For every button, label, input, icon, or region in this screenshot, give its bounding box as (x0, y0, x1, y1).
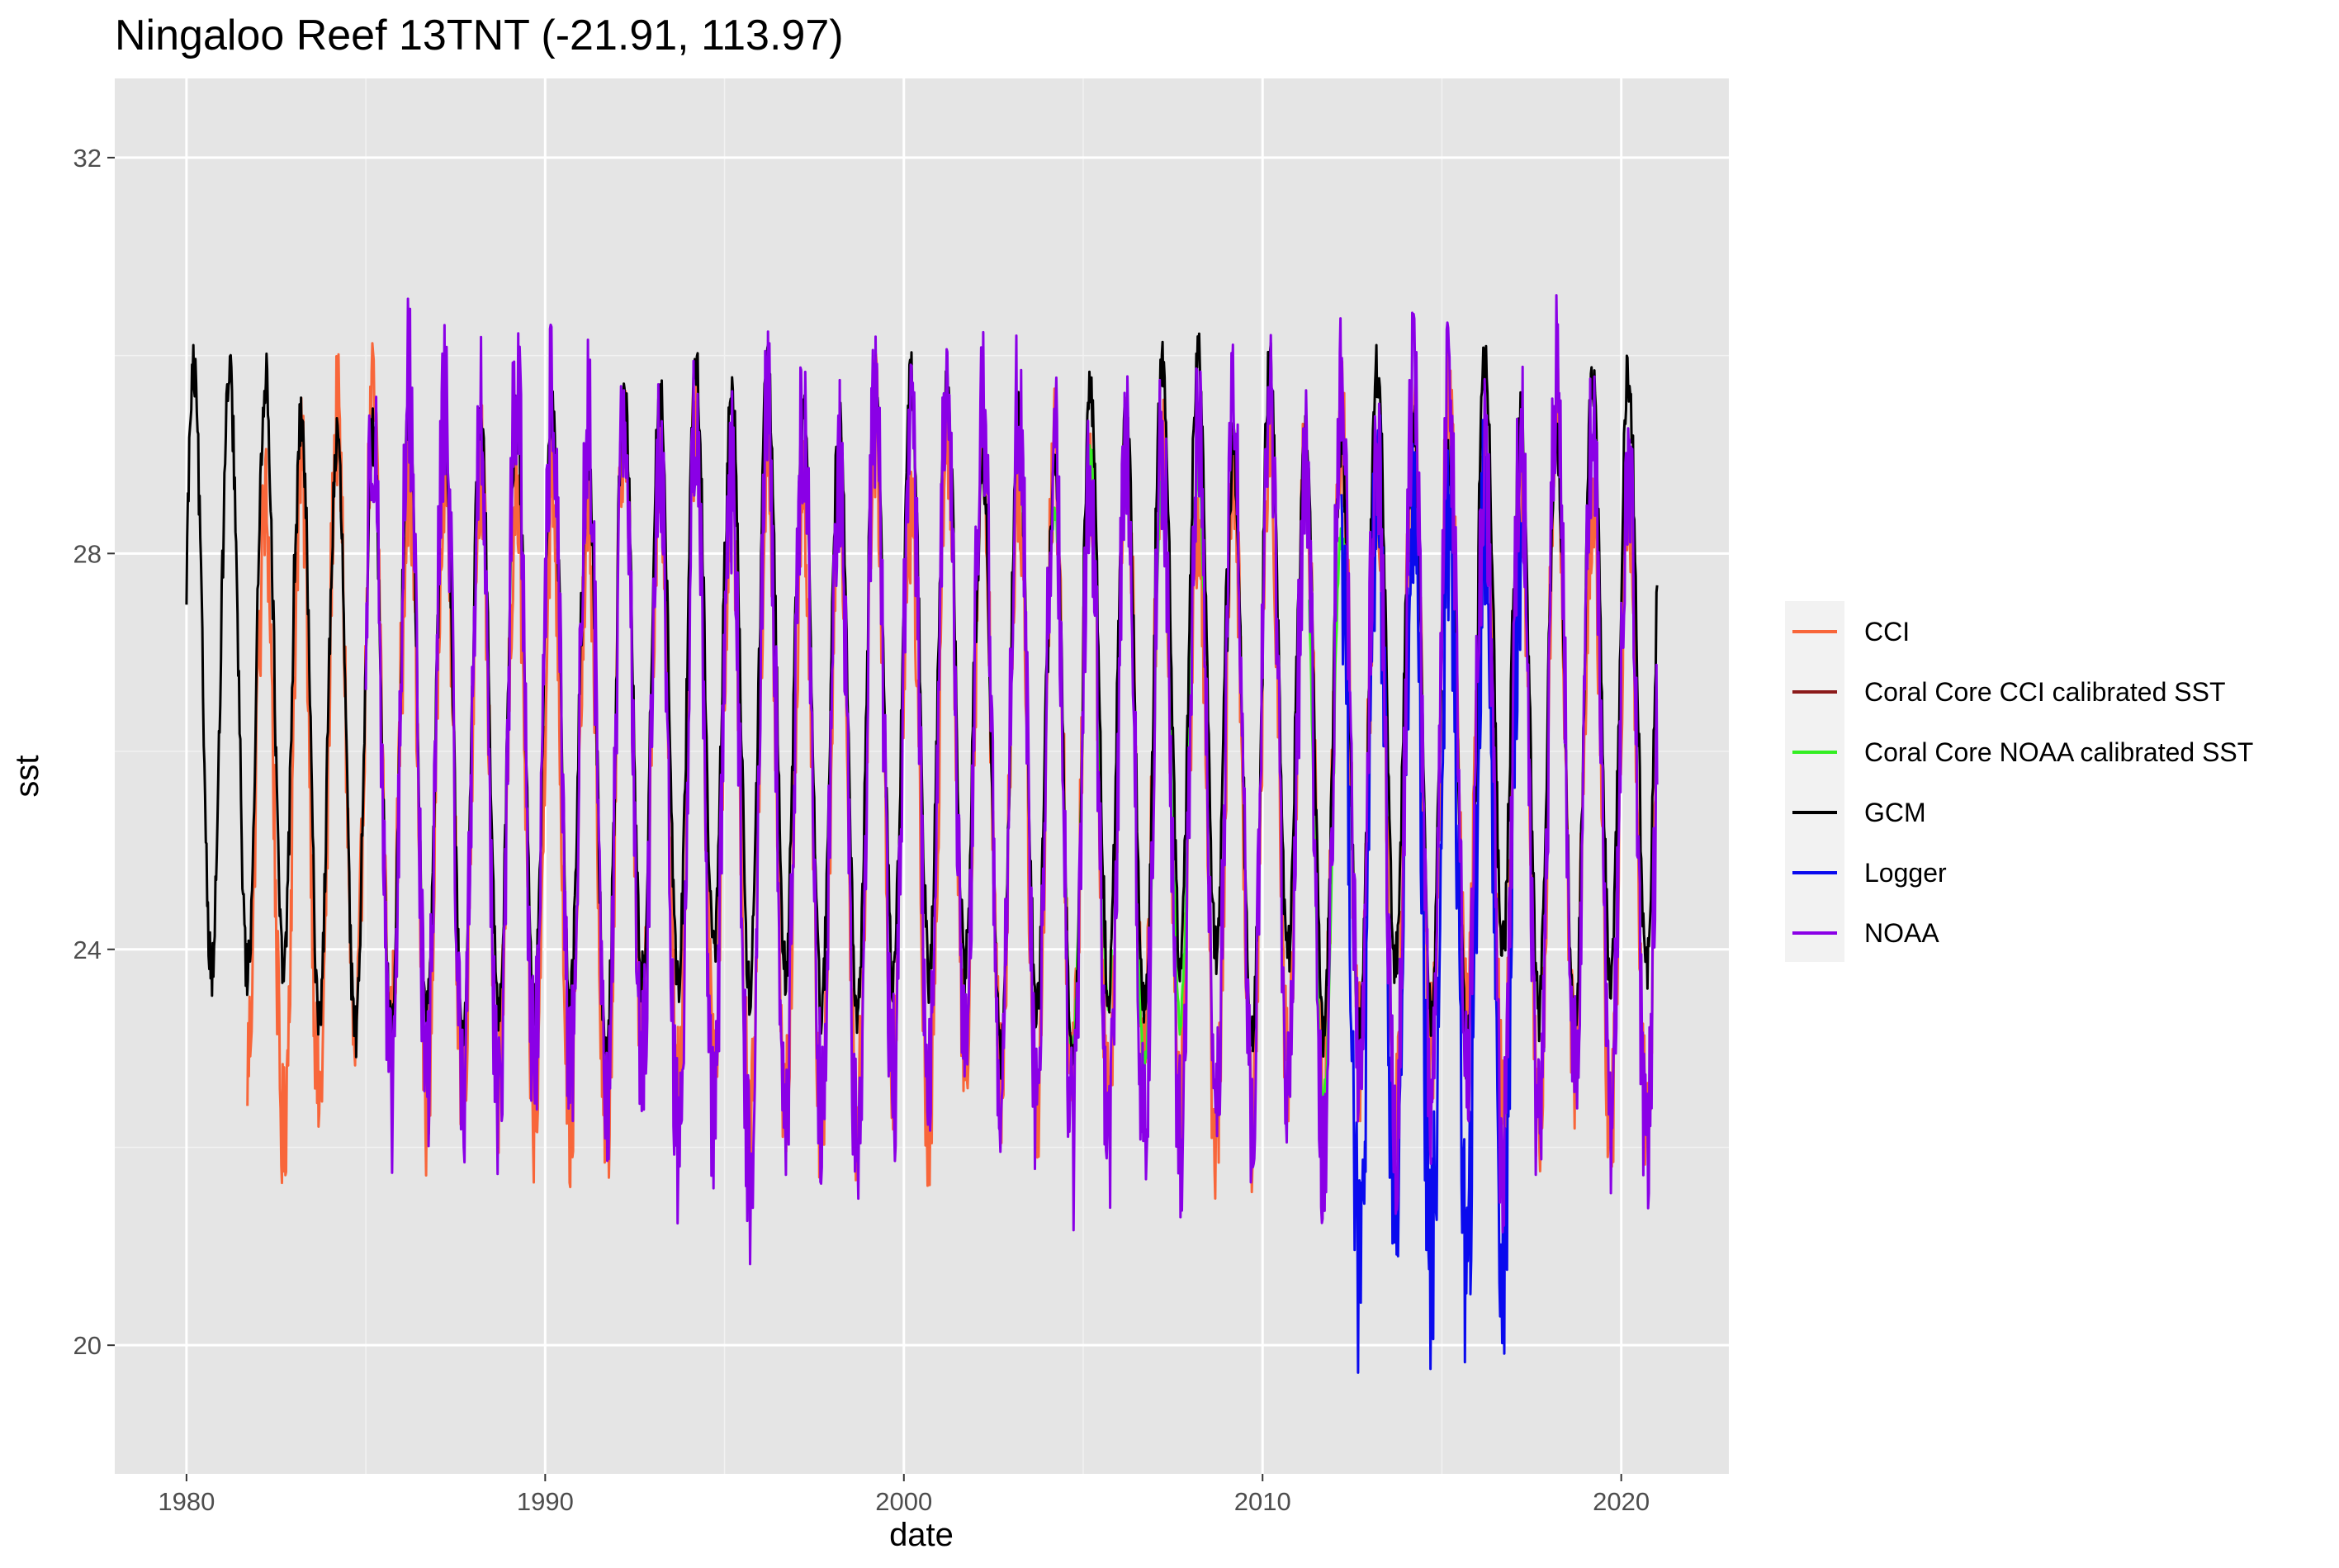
y-axis: 20 24 28 32 (73, 144, 115, 1360)
y-tick-label: 32 (73, 144, 102, 173)
x-tick-label: 2010 (1234, 1487, 1291, 1516)
x-axis-title: date (889, 1517, 954, 1553)
chart-title: Ningaloo Reef 13TNT (-21.91, 113.97) (115, 12, 844, 59)
y-tick-label: 20 (73, 1331, 102, 1360)
legend: CCI Coral Core CCI calibrated SST Coral Co… (1785, 601, 2253, 962)
y-tick-label: 24 (73, 936, 102, 964)
legend-label: NOAA (1864, 918, 1939, 948)
legend-label: GCM (1864, 798, 1926, 827)
legend-key-background (1785, 601, 1844, 962)
x-axis: 1980 1990 2000 2010 2020 (158, 1474, 1650, 1516)
legend-label: Coral Core CCI calibrated SST (1864, 677, 2225, 707)
legend-label: CCI (1864, 617, 1910, 647)
series-layer (185, 294, 1659, 1374)
legend-label: Logger (1864, 858, 1947, 888)
x-tick-label: 2020 (1593, 1487, 1650, 1516)
series-line-noaa (364, 294, 1659, 1266)
legend-label: Coral Core NOAA calibrated SST (1864, 737, 2253, 767)
x-tick-label: 1990 (517, 1487, 574, 1516)
y-tick-label: 28 (73, 539, 102, 568)
y-axis-title: sst (9, 755, 45, 797)
x-tick-label: 1980 (158, 1487, 215, 1516)
x-tick-label: 2000 (875, 1487, 932, 1516)
